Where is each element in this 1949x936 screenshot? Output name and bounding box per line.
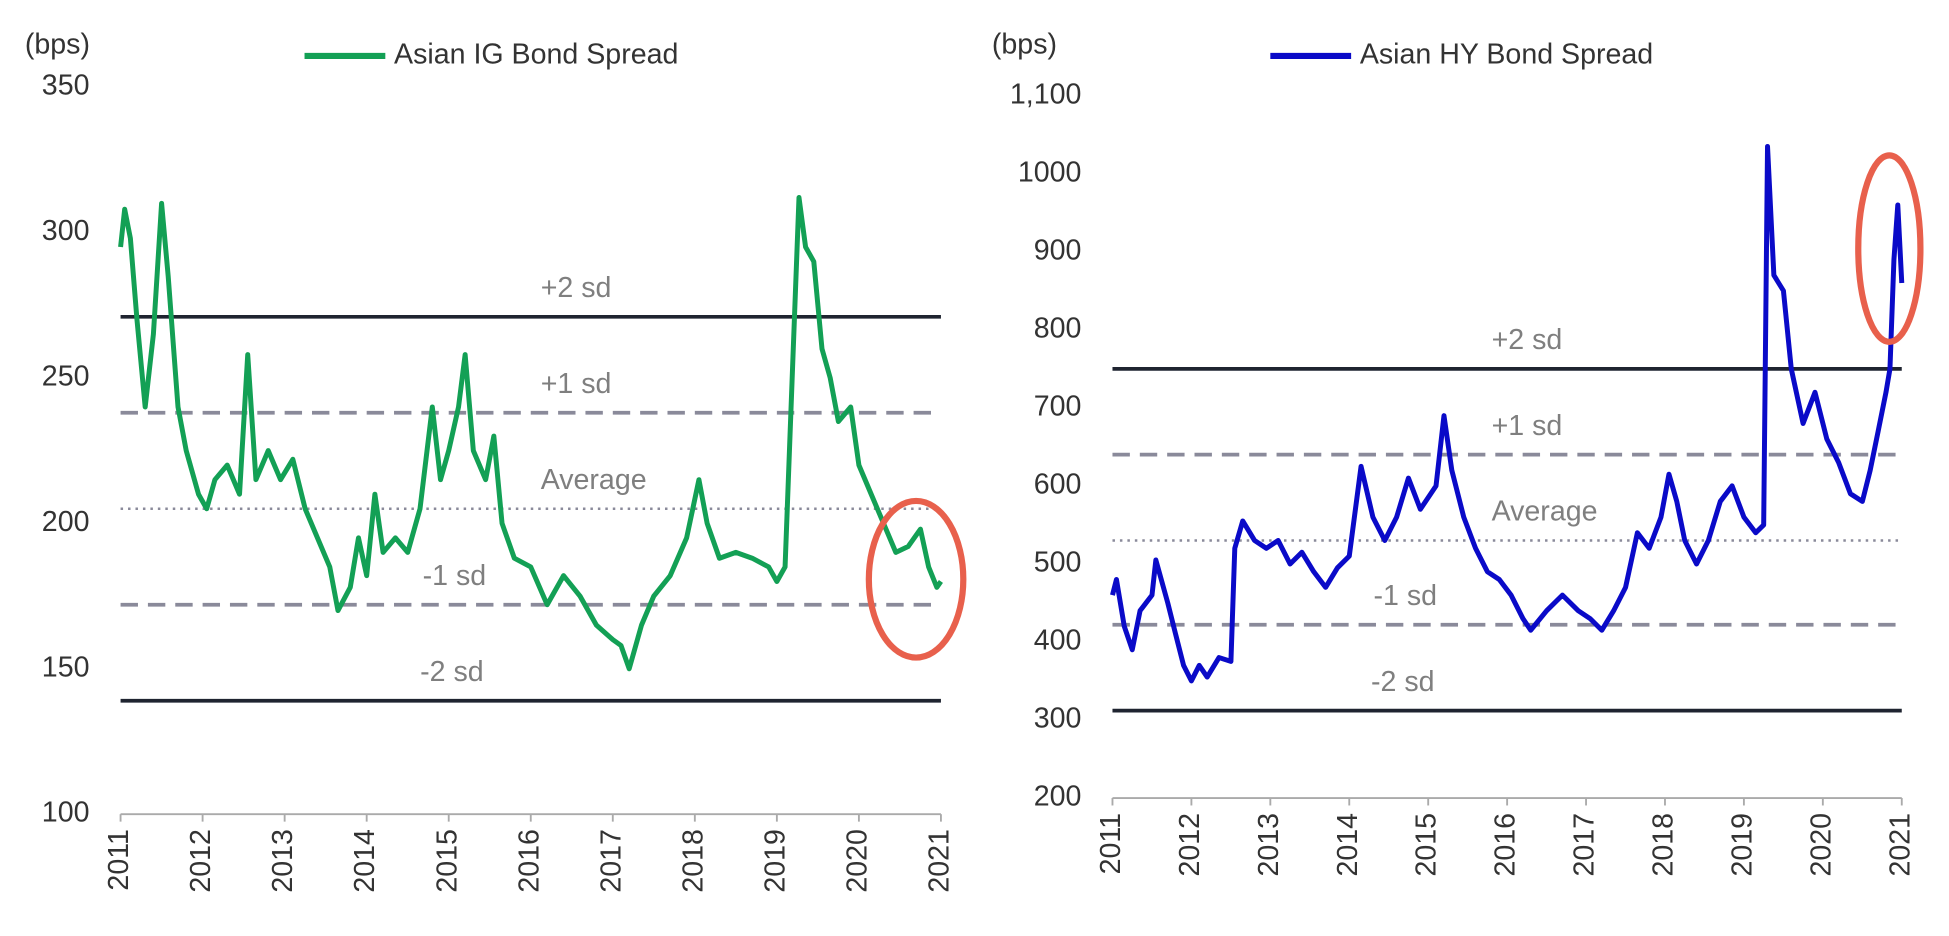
x-tick-label: 2012 [1174,813,1206,877]
x-tick-label: 2018 [1648,813,1680,877]
series-line [1110,143,1905,684]
x-tick-label: 2020 [841,829,873,893]
x-tick-label: 2012 [185,829,217,893]
reference-label: +1 sd [541,368,612,400]
y-tick-label: 700 [1034,390,1082,422]
y-tick-label: 300 [42,215,90,247]
reference-label: -1 sd [1373,580,1437,612]
x-tick-label: 2020 [1805,813,1837,877]
x-tick-label: 2021 [1884,813,1916,877]
x-tick-label: 2014 [349,829,381,893]
legend-label: Asian HY Bond Spread [1360,38,1653,70]
series-line [118,195,943,672]
reference-label: -1 sd [423,560,487,592]
y-axis-label: (bps) [992,29,1057,61]
y-tick-label: 1,100 [1010,78,1082,110]
y-tick-label: 150 [42,651,90,683]
reference-label: +1 sd [1492,410,1563,442]
highlight-circle [1855,152,1924,345]
x-tick-label: 2016 [1490,813,1522,877]
x-tick-label: 2021 [923,829,955,893]
y-tick-label: 100 [42,797,90,829]
y-tick-label: 400 [1034,624,1082,656]
y-tick-label: 250 [42,360,90,392]
reference-label: -2 sd [1371,666,1435,698]
reference-label: +2 sd [1492,324,1563,356]
legend-label: Asian IG Bond Spread [394,38,678,70]
y-tick-label: 350 [42,70,90,102]
y-tick-label: 1000 [1018,156,1082,188]
x-tick-label: 2015 [1411,813,1443,877]
x-tick-label: 2011 [1095,813,1127,874]
x-tick-label: 2013 [1253,813,1285,877]
reference-label: -2 sd [420,656,484,688]
highlight-circle [865,497,967,661]
x-tick-label: 2014 [1332,813,1364,877]
x-tick-label: 2011 [103,829,135,890]
reference-label: +2 sd [541,272,612,304]
reference-label: Average [1492,496,1598,528]
x-tick-label: 2017 [1569,813,1601,877]
x-tick-label: 2017 [595,829,627,893]
x-tick-label: 2013 [267,829,299,893]
x-tick-label: 2019 [759,829,791,893]
y-tick-label: 500 [1034,546,1082,578]
y-tick-label: 800 [1034,312,1082,344]
x-tick-label: 2019 [1726,813,1758,877]
y-tick-label: 900 [1034,234,1082,266]
y-tick-label: 200 [42,506,90,538]
x-tick-label: 2018 [677,829,709,893]
y-axis-label: (bps) [25,29,90,61]
x-tick-label: 2016 [513,829,545,893]
y-tick-label: 200 [1034,781,1082,813]
y-tick-label: 300 [1034,703,1082,735]
reference-label: Average [541,464,647,496]
y-tick-label: 600 [1034,468,1082,500]
x-tick-label: 2015 [431,829,463,893]
